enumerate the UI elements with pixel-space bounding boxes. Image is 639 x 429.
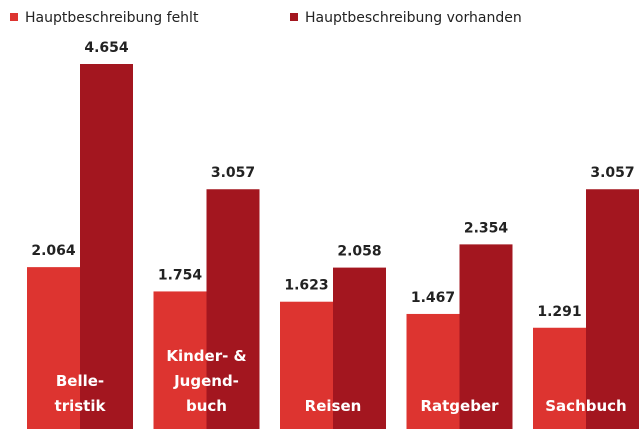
value-label: 4.654 (84, 40, 129, 56)
category-label: Sachbuch (545, 397, 627, 415)
legend-label: Hauptbeschreibung fehlt (25, 10, 199, 26)
category-label: Kinder- & Jugend- buch (166, 347, 247, 415)
bar (280, 301, 333, 429)
bar (459, 244, 513, 429)
category-label: Ratgeber (420, 397, 499, 415)
bar (586, 189, 639, 429)
value-label: 3.057 (211, 165, 255, 181)
bar (80, 64, 133, 429)
value-label: 1.291 (537, 304, 581, 320)
value-label: 1.623 (284, 278, 328, 294)
value-label: 1.754 (158, 267, 203, 283)
legend-swatch (290, 13, 298, 21)
value-label: 3.057 (590, 165, 634, 181)
value-label: 2.354 (464, 220, 509, 236)
bar (153, 291, 207, 429)
bar (333, 267, 386, 429)
legend-swatch (10, 13, 18, 21)
legend-label: Hauptbeschreibung vorhanden (305, 10, 522, 26)
category-label: Belle- tristik (54, 372, 106, 415)
category-label: Reisen (304, 397, 362, 415)
value-label: 2.058 (337, 244, 381, 260)
bar (406, 313, 460, 429)
value-label: 1.467 (411, 290, 455, 306)
bar (533, 327, 586, 429)
bar (27, 267, 80, 429)
value-label: 2.064 (31, 243, 76, 259)
bar (206, 189, 260, 429)
